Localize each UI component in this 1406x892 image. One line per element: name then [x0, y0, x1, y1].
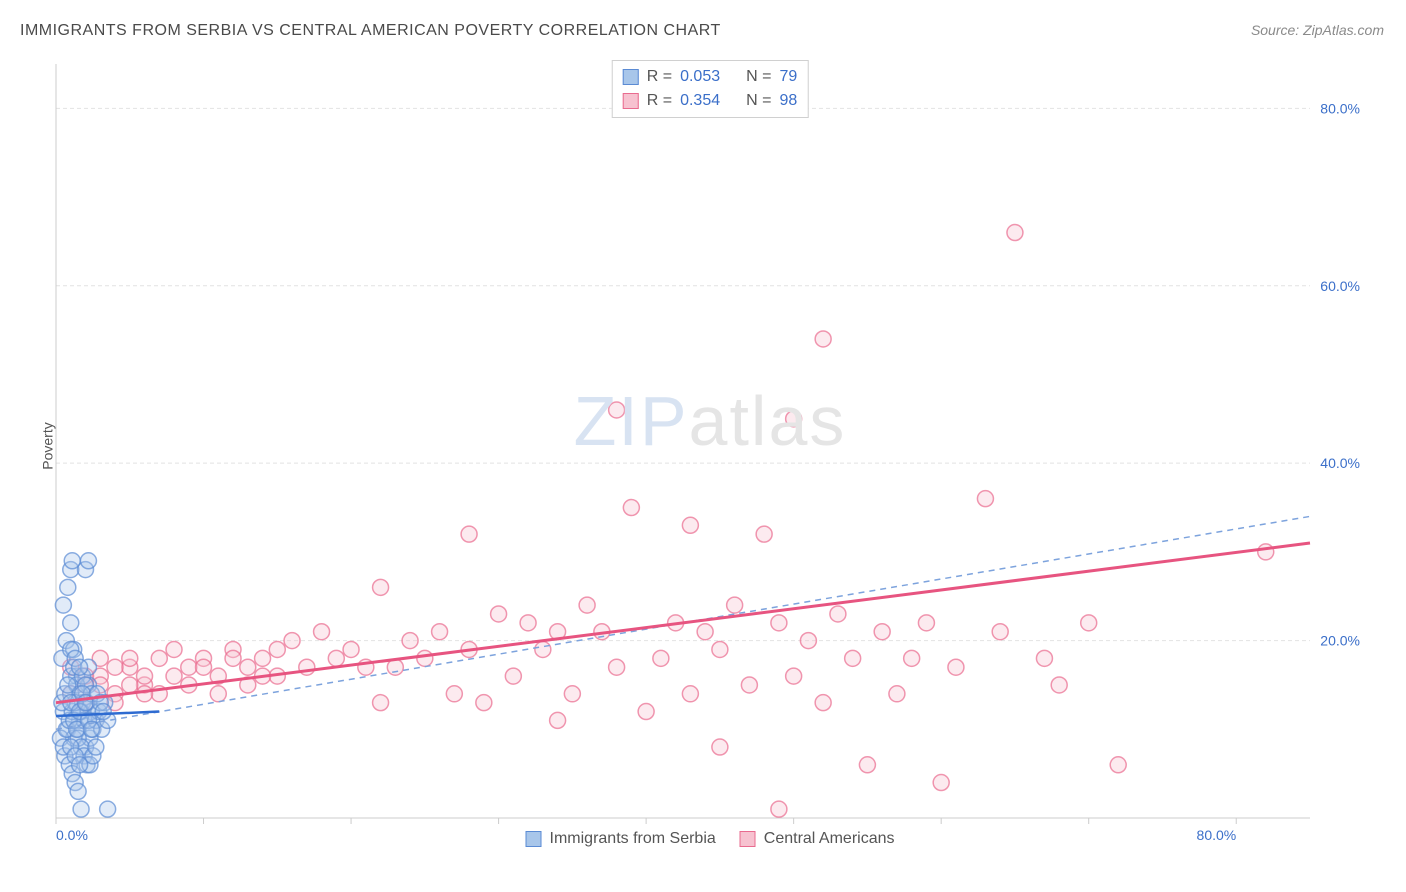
legend-label-central: Central Americans: [764, 830, 895, 848]
svg-text:80.0%: 80.0%: [1320, 100, 1360, 116]
legend-swatch-central: [623, 93, 639, 109]
source-attribution: Source: ZipAtlas.com: [1251, 22, 1384, 38]
r-label: R =: [647, 65, 672, 89]
legend-item-serbia: Immigrants from Serbia: [526, 830, 716, 848]
legend-row-central: R = 0.354 N = 98: [623, 89, 798, 113]
legend-swatch-central: [740, 831, 756, 847]
svg-text:40.0%: 40.0%: [1320, 455, 1360, 471]
legend-label-serbia: Immigrants from Serbia: [550, 830, 716, 848]
n-label: N =: [746, 65, 771, 89]
legend-item-central: Central Americans: [740, 830, 895, 848]
chart-title: IMMIGRANTS FROM SERBIA VS CENTRAL AMERIC…: [20, 22, 721, 40]
legend-swatch-serbia: [623, 69, 639, 85]
n-label: N =: [746, 89, 771, 113]
plot-area: 0.0%80.0%20.0%40.0%60.0%80.0% ZIPatlas R…: [50, 58, 1370, 848]
chart-svg: 0.0% 80.0% 20.0% 40.0% 60.0% 80.0%: [50, 58, 1370, 848]
legend-swatch-serbia: [526, 831, 542, 847]
n-value-serbia: 79: [779, 65, 797, 89]
r-value-serbia: 0.053: [680, 65, 720, 89]
svg-text:80.0%: 80.0%: [1197, 827, 1237, 843]
r-value-central: 0.354: [680, 89, 720, 113]
legend-correlation: R = 0.053 N = 79 R = 0.354 N = 98: [612, 60, 809, 118]
n-value-central: 98: [779, 89, 797, 113]
legend-row-serbia: R = 0.053 N = 79: [623, 65, 798, 89]
svg-text:60.0%: 60.0%: [1320, 278, 1360, 294]
r-label: R =: [647, 89, 672, 113]
legend-series: Immigrants from Serbia Central Americans: [526, 830, 895, 848]
svg-text:0.0%: 0.0%: [56, 827, 88, 843]
svg-text:20.0%: 20.0%: [1320, 633, 1360, 649]
